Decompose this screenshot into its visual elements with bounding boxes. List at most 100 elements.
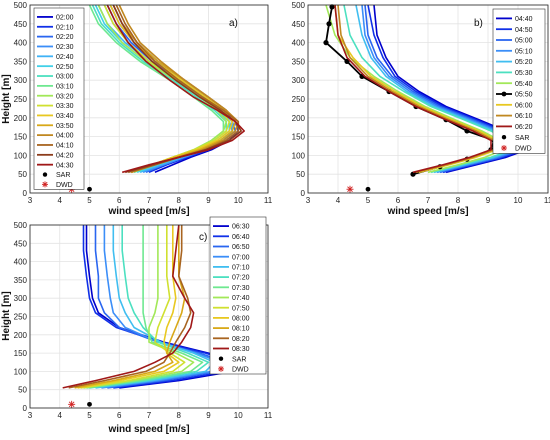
x-tick-label: 5 <box>87 411 92 420</box>
panel-label: b) <box>474 18 483 29</box>
series-point <box>329 4 335 10</box>
series-line-0720 <box>89 225 210 389</box>
x-tick-label: 10 <box>514 196 523 205</box>
y-tick-label: 0 <box>23 404 28 413</box>
y-tick-label: 350 <box>14 276 28 285</box>
x-tick-label: 6 <box>117 196 122 205</box>
legend: 04:40 04:50 05:00 05:10 05:20 05:30 05:40 05:50… <box>492 8 546 154</box>
chart-panel-1: 3 4 5 6 7 8 9 10 11 0 50 100 150 200 250 300 350 400 450 50… <box>1 1 273 217</box>
y-tick-label: 400 <box>14 39 28 48</box>
sar-point <box>87 401 92 407</box>
plot-frame <box>29 224 269 409</box>
panel-label: a) <box>229 18 238 29</box>
legend-label: SAR <box>515 135 529 142</box>
legend-label: 05:50 <box>515 92 533 99</box>
legend-label: 07:10 <box>232 265 250 272</box>
y-tick-label: 200 <box>292 114 306 123</box>
x-tick-label: 4 <box>336 196 341 205</box>
y-tick-label: 200 <box>14 331 28 340</box>
legend-label: 07:20 <box>232 275 250 282</box>
legend-marker-dwd <box>218 365 224 372</box>
legend-label: 05:00 <box>515 38 533 45</box>
legend-label: 03:00 <box>56 74 74 81</box>
plot-frame <box>307 4 549 194</box>
chart-panel-2: 3 4 5 6 7 8 9 10 11 0 50 100 150 200 250 300 350 400 450 50… <box>292 1 550 217</box>
legend-label: 06:10 <box>515 113 533 120</box>
legend-label: 04:40 <box>515 16 533 23</box>
legend-label: 02:40 <box>56 54 74 61</box>
legend-label: 04:10 <box>56 143 74 150</box>
legend-label: 02:10 <box>56 24 74 31</box>
series-line-0750 <box>80 225 186 389</box>
legend-label: 05:20 <box>515 59 533 66</box>
series-line-0610 <box>337 4 495 174</box>
legend-marker-sar <box>218 356 224 361</box>
x-tick-label: 3 <box>28 196 33 205</box>
legend-label: 08:10 <box>232 326 250 333</box>
y-tick-label: 400 <box>14 258 28 267</box>
legend-label: 08:00 <box>232 316 250 323</box>
legend-label: 05:40 <box>515 81 533 88</box>
legend-label: 02:20 <box>56 34 74 41</box>
x-axis-label: wind speed [m/s] <box>107 424 189 435</box>
x-tick-label: 7 <box>147 411 152 420</box>
legend-label: 02:50 <box>56 64 74 71</box>
sar-point <box>365 186 371 192</box>
legend-label: 06:20 <box>515 124 533 131</box>
x-tick-label: 4 <box>58 411 63 420</box>
asterisk-stroke <box>218 366 224 372</box>
legend-label: 06:40 <box>232 234 250 241</box>
legend: 02:00 02:10 02:20 02:30 02:40 02:50 03:00 03:10… <box>33 7 85 190</box>
y-tick-label: 450 <box>14 20 28 29</box>
y-tick-label: 400 <box>292 39 306 48</box>
series-line-0440 <box>373 4 528 174</box>
series-line-0650 <box>94 225 228 389</box>
series-line-0430 <box>106 4 245 174</box>
x-tick-label: 8 <box>177 196 182 205</box>
series-line-0830 <box>62 224 195 389</box>
y-tick-label: 150 <box>292 133 306 142</box>
legend-label: SAR <box>56 172 70 179</box>
series-point <box>410 171 416 177</box>
x-tick-label: 4 <box>58 196 63 205</box>
series-line-0600 <box>334 4 498 174</box>
series-point <box>326 21 332 27</box>
legend-box <box>492 8 546 154</box>
x-tick-label: 5 <box>366 196 371 205</box>
asterisk-stroke <box>68 401 75 408</box>
y-tick-label: 350 <box>14 57 28 66</box>
y-tick-label: 100 <box>292 151 306 160</box>
legend-label: 04:50 <box>515 27 533 34</box>
x-tick-label: 9 <box>206 411 211 420</box>
legend-label: 04:00 <box>56 133 74 140</box>
legend-label: 02:00 <box>56 15 74 22</box>
series-line-0740 <box>83 225 195 389</box>
y-tick-label: 350 <box>292 57 306 66</box>
series-line-0710 <box>95 225 216 389</box>
legend-label: 06:30 <box>232 224 250 231</box>
y-axis-label: Height [m] <box>1 74 12 123</box>
chart-panel-3: 3 4 5 6 7 8 9 10 11 0 50 100 150 200 250 300 350 400 450 50… <box>1 216 273 435</box>
y-tick-label: 300 <box>14 294 28 303</box>
y-tick-label: 250 <box>292 95 306 104</box>
y-tick-label: 200 <box>14 114 28 123</box>
x-tick-label: 8 <box>177 411 182 420</box>
series-line-0820 <box>68 225 192 389</box>
legend-label: 07:50 <box>232 305 250 312</box>
y-tick-label: 250 <box>14 313 28 322</box>
series-line-0520 <box>355 4 516 174</box>
x-tick-label: 10 <box>234 196 243 205</box>
y-tick-label: 500 <box>14 1 28 10</box>
x-tick-label: 11 <box>264 196 273 205</box>
x-tick-label: 10 <box>234 411 243 420</box>
legend-label: 07:00 <box>232 254 250 261</box>
y-tick-label: 300 <box>292 76 306 85</box>
x-tick-label: 9 <box>486 196 491 205</box>
y-tick-label: 500 <box>292 1 306 10</box>
series-line-0620 <box>334 4 492 174</box>
legend-marker-dwd <box>42 181 48 188</box>
y-tick-label: 300 <box>14 76 28 85</box>
x-axis-label: wind speed [m/s] <box>386 206 468 217</box>
x-tick-label: 3 <box>306 196 311 205</box>
y-tick-label: 50 <box>296 170 305 179</box>
